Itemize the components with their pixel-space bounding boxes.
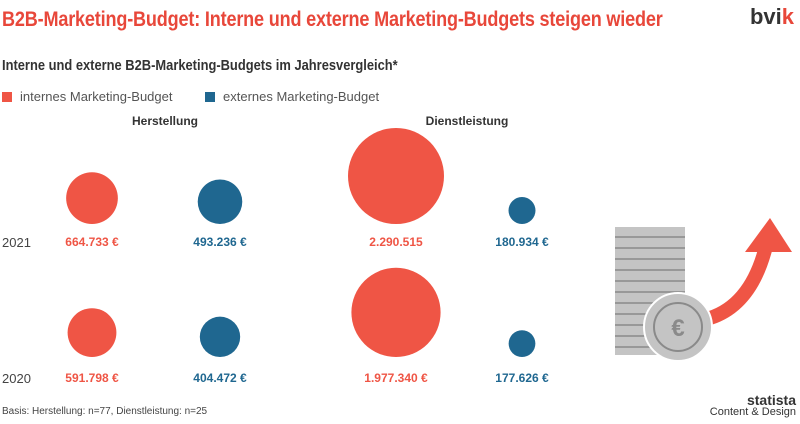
bubble-2021-herstellung-internal xyxy=(66,172,118,224)
bubble-2020-dienstleistung-external xyxy=(508,330,536,357)
value-label: 1.977.340 € xyxy=(364,371,428,385)
bubble-2021-dienstleistung-internal xyxy=(348,128,444,224)
year-label-2020: 2020 xyxy=(2,371,31,386)
bubble-2021-dienstleistung-external xyxy=(508,197,536,224)
group-label-dienstleistung: Dienstleistung xyxy=(425,114,509,128)
legend-swatch-external xyxy=(205,91,215,102)
legend-external: externes Marketing-Budget xyxy=(205,89,379,104)
basis-note: Basis: Herstellung: n=77, Dienstleistung… xyxy=(2,406,208,417)
group-label-herstellung: Herstellung xyxy=(131,114,199,128)
value-label: 180.934 € xyxy=(495,235,549,249)
value-label: 664.733 € xyxy=(65,235,119,249)
legend-internal: internes Marketing-Budget xyxy=(2,89,172,104)
coin-stack-arrow-illustration: € xyxy=(615,218,792,362)
euro-icon: € xyxy=(671,315,684,342)
page-title: B2B-Marketing-Budget: Interne und extern… xyxy=(2,8,663,31)
chart-title: Interne und externe B2B-Marketing-Budget… xyxy=(2,57,398,74)
value-label: 404.472 € xyxy=(193,371,247,385)
bvik-logo: bvik xyxy=(749,4,794,29)
bubble-2020-herstellung-internal xyxy=(67,308,117,357)
value-label: 2.290.515 xyxy=(369,235,423,249)
value-label: 493.236 € xyxy=(193,235,247,249)
legend-label: internes Marketing-Budget xyxy=(20,89,173,104)
year-label-2021: 2021 xyxy=(2,235,31,250)
bubble-2020-dienstleistung-internal xyxy=(351,267,441,357)
brand-sub: Content & Design xyxy=(709,406,796,418)
statista-logo: statista Content & Design xyxy=(709,392,796,418)
bubble-2021-herstellung-external xyxy=(197,179,243,224)
legend-swatch-internal xyxy=(2,91,12,102)
value-label: 177.626 € xyxy=(495,371,549,385)
bubble-2020-herstellung-external xyxy=(199,316,241,358)
legend-label: externes Marketing-Budget xyxy=(223,89,380,104)
brand: statista xyxy=(746,392,796,408)
value-label: 591.798 € xyxy=(65,371,119,385)
